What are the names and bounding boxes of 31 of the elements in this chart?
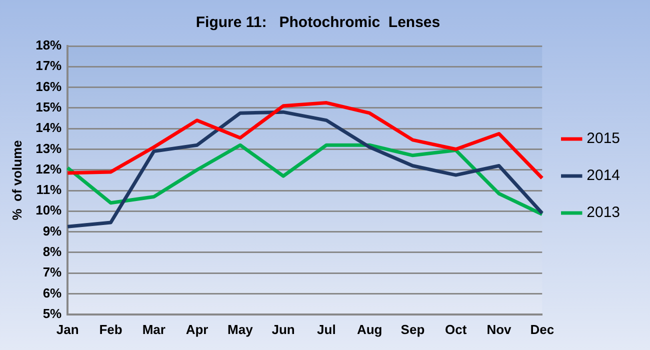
y-tick-label: 11%: [36, 182, 62, 198]
x-tick-label: Apr: [186, 322, 208, 337]
x-tick-label: Aug: [356, 322, 382, 337]
y-tick-label: 13%: [36, 140, 62, 156]
y-tick-label: 18%: [36, 38, 62, 53]
y-tick-label: 8%: [42, 244, 62, 260]
x-tick-label: Oct: [445, 322, 468, 337]
x-tick-label: Jan: [56, 322, 79, 337]
x-tick-label: Feb: [99, 322, 122, 337]
x-tick-label: Jul: [317, 322, 336, 337]
y-tick-label: 14%: [36, 120, 62, 136]
y-tick-label: 16%: [36, 78, 62, 94]
x-tick-label: Nov: [486, 322, 512, 337]
y-tick-label: 10%: [36, 202, 62, 218]
legend-label: 2013: [586, 204, 620, 222]
legend-label: 2015: [586, 130, 620, 148]
y-tick-label: 9%: [42, 223, 62, 238]
y-tick-label: 6%: [42, 285, 62, 300]
x-tick-label: Sep: [400, 322, 425, 337]
y-tick-label: 7%: [42, 264, 62, 280]
chart-title: Figure 11: Photochromic Lenses: [196, 14, 440, 32]
legend-label: 2014: [586, 167, 620, 184]
y-tick-label: 17%: [36, 58, 62, 74]
x-tick-label: Mar: [142, 322, 166, 337]
y-tick-label: 15%: [36, 100, 62, 115]
x-tick-label: Dec: [530, 322, 554, 337]
y-tick-label: 12%: [36, 161, 62, 176]
x-tick-label: Jun: [272, 322, 295, 337]
x-tick-label: May: [228, 322, 254, 337]
y-axis-title: % of volume: [9, 140, 24, 220]
y-tick-label: 5%: [42, 306, 62, 321]
